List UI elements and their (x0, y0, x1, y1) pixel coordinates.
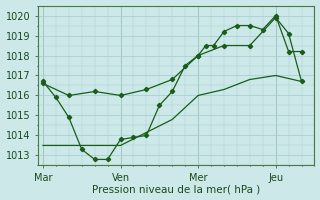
X-axis label: Pression niveau de la mer( hPa ): Pression niveau de la mer( hPa ) (92, 184, 260, 194)
